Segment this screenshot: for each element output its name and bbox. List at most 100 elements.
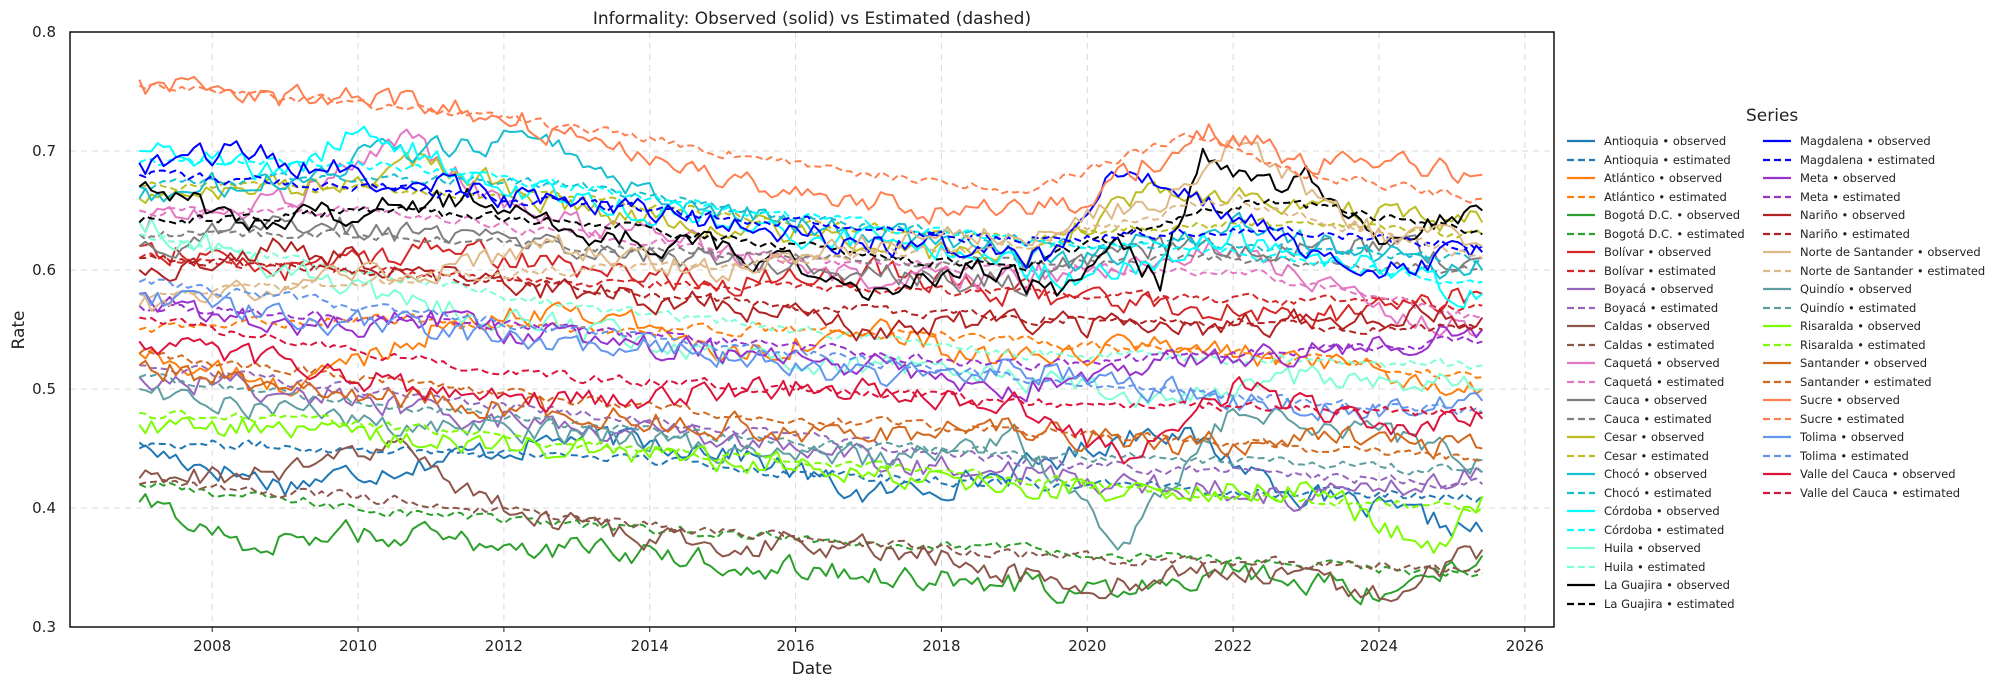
y-tick-label-0.5: 0.5 (32, 380, 56, 398)
legend-swatch (1567, 361, 1595, 365)
legend-swatch (1763, 361, 1791, 365)
x-tick-label-2026: 2026 (1506, 637, 1544, 655)
series-lines (138, 75, 1484, 606)
series-line-tolima-estimated (138, 278, 1483, 416)
series-line-tolima-observed (139, 290, 1484, 422)
series-line-risaralda-estimated (139, 409, 1483, 514)
legend-swatch (1567, 306, 1595, 309)
series-line-bol-var-estimated (138, 252, 1483, 312)
series-line-antioquia-observed (138, 425, 1484, 538)
legend-swatch (1567, 287, 1595, 291)
legend-swatch (1567, 398, 1595, 402)
series-line-magdalena-observed (138, 140, 1484, 279)
legend-swatch (1567, 158, 1595, 161)
y-axis-label: Rate (9, 311, 29, 350)
series-line-risaralda-observed (138, 416, 1484, 554)
legend-label: Nariño • observed (1800, 208, 1906, 222)
legend-label: Magdalena • estimated (1800, 152, 1936, 167)
legend-swatch (1763, 176, 1791, 180)
legend-label: Córdoba • observed (1604, 504, 1720, 518)
series-line-cauca-observed (138, 215, 1483, 297)
legend-label: Meta • estimated (1800, 189, 1901, 204)
x-tick-label-2020: 2020 (1068, 637, 1106, 655)
series-line-huila-observed (138, 218, 1483, 408)
legend-label: Norte de Santander • observed (1800, 245, 1981, 259)
legend-swatch (1567, 139, 1595, 143)
legend-label: Risaralda • observed (1800, 319, 1921, 333)
series-line-la-guajira-estimated (138, 198, 1483, 272)
x-tick-label-2022: 2022 (1214, 637, 1252, 655)
series-line-meta-observed (139, 292, 1484, 403)
legend-swatch (1763, 398, 1791, 402)
legend-label: Caquetá • estimated (1604, 374, 1725, 389)
legend-swatch (1567, 324, 1595, 328)
series-line-nari-o-estimated (139, 254, 1483, 335)
legend-swatch (1567, 491, 1595, 494)
legend-label: Caldas • observed (1604, 319, 1711, 333)
x-tick-label-2018: 2018 (922, 637, 960, 655)
series-line-bogot-d-c-estimated (138, 481, 1483, 578)
legend-swatch (1763, 306, 1791, 309)
legend-swatch (1567, 213, 1595, 217)
x-tick-label-2012: 2012 (485, 637, 523, 655)
legend-swatch (1763, 213, 1791, 217)
series-line-bogot-d-c-observed (138, 493, 1484, 606)
series-line-caldas-observed (138, 437, 1484, 603)
legend-label: Meta • observed (1800, 171, 1896, 185)
legend-swatch (1567, 602, 1595, 605)
legend-label: Magdalena • observed (1800, 134, 1931, 148)
legend-label: Bolívar • estimated (1604, 263, 1716, 278)
legend-swatch (1567, 472, 1595, 476)
series-line-caldas-estimated (139, 479, 1483, 573)
legend-label: Córdoba • estimated (1604, 522, 1725, 537)
legend-label: Antioquia • estimated (1604, 152, 1731, 167)
legend-swatch (1763, 435, 1791, 439)
y-tick-label-0.8: 0.8 (32, 23, 56, 41)
plot-frame (69, 31, 1555, 628)
legend-label: Bogotá D.C. • observed (1604, 208, 1741, 222)
legend-label: Sucre • observed (1800, 393, 1900, 407)
x-tick-label-2016: 2016 (776, 637, 814, 655)
legend-swatch (1763, 380, 1791, 383)
series-line-norte-de-santander-observed (138, 138, 1483, 312)
legend-label: Quindío • observed (1800, 282, 1912, 296)
legend-label: Bolívar • observed (1604, 245, 1712, 259)
series-line-c-rdoba-estimated (138, 156, 1483, 285)
legend-label: Huila • observed (1604, 541, 1701, 555)
series-line-cesar-estimated (139, 181, 1483, 247)
legend-label: Nariño • estimated (1800, 226, 1910, 241)
series-line-quind-o-estimated (138, 373, 1483, 476)
series-line-boyac-estimated (139, 364, 1483, 490)
legend-label: Antioquia • observed (1604, 134, 1727, 148)
legend-swatch (1763, 491, 1791, 494)
series-line-la-guajira-observed (138, 147, 1483, 301)
series-line-valle-del-cauca-observed (138, 337, 1484, 465)
legend-swatch (1763, 454, 1791, 457)
legend-label: La Guajira • observed (1604, 578, 1730, 592)
legend-swatch (1763, 158, 1791, 161)
legend-swatch (1567, 583, 1595, 587)
legend-swatch (1567, 435, 1595, 439)
legend-label: Cesar • estimated (1604, 448, 1709, 463)
x-tick-label-2024: 2024 (1360, 637, 1398, 655)
legend-label: Caquetá • observed (1604, 356, 1720, 370)
series-line-norte-de-santander-estimated (138, 194, 1483, 299)
series-line-antioquia-estimated (138, 439, 1483, 503)
legend-swatch (1567, 232, 1595, 235)
legend-label: Quindío • estimated (1800, 300, 1917, 315)
legend-swatch (1567, 417, 1595, 420)
legend-swatch (1763, 250, 1791, 254)
legend-swatch (1567, 343, 1595, 346)
legend-label: Santander • estimated (1800, 374, 1932, 389)
legend-swatch (1763, 472, 1791, 476)
legend-label: Risaralda • estimated (1800, 337, 1926, 352)
series-line-santander-observed (138, 359, 1483, 460)
legend-label: Cauca • observed (1604, 393, 1708, 407)
legend-label: Caldas • estimated (1604, 337, 1715, 352)
y-tick-label-0.7: 0.7 (32, 142, 56, 160)
legend-swatch (1763, 324, 1791, 328)
legend-swatch (1763, 195, 1791, 198)
legend-swatch (1763, 269, 1791, 272)
series-line-sucre-estimated (138, 82, 1483, 204)
x-axis-ticks: 2008 2010 2012 2014 2016 2018 2020 2022 2024 2026 (193, 627, 1544, 655)
